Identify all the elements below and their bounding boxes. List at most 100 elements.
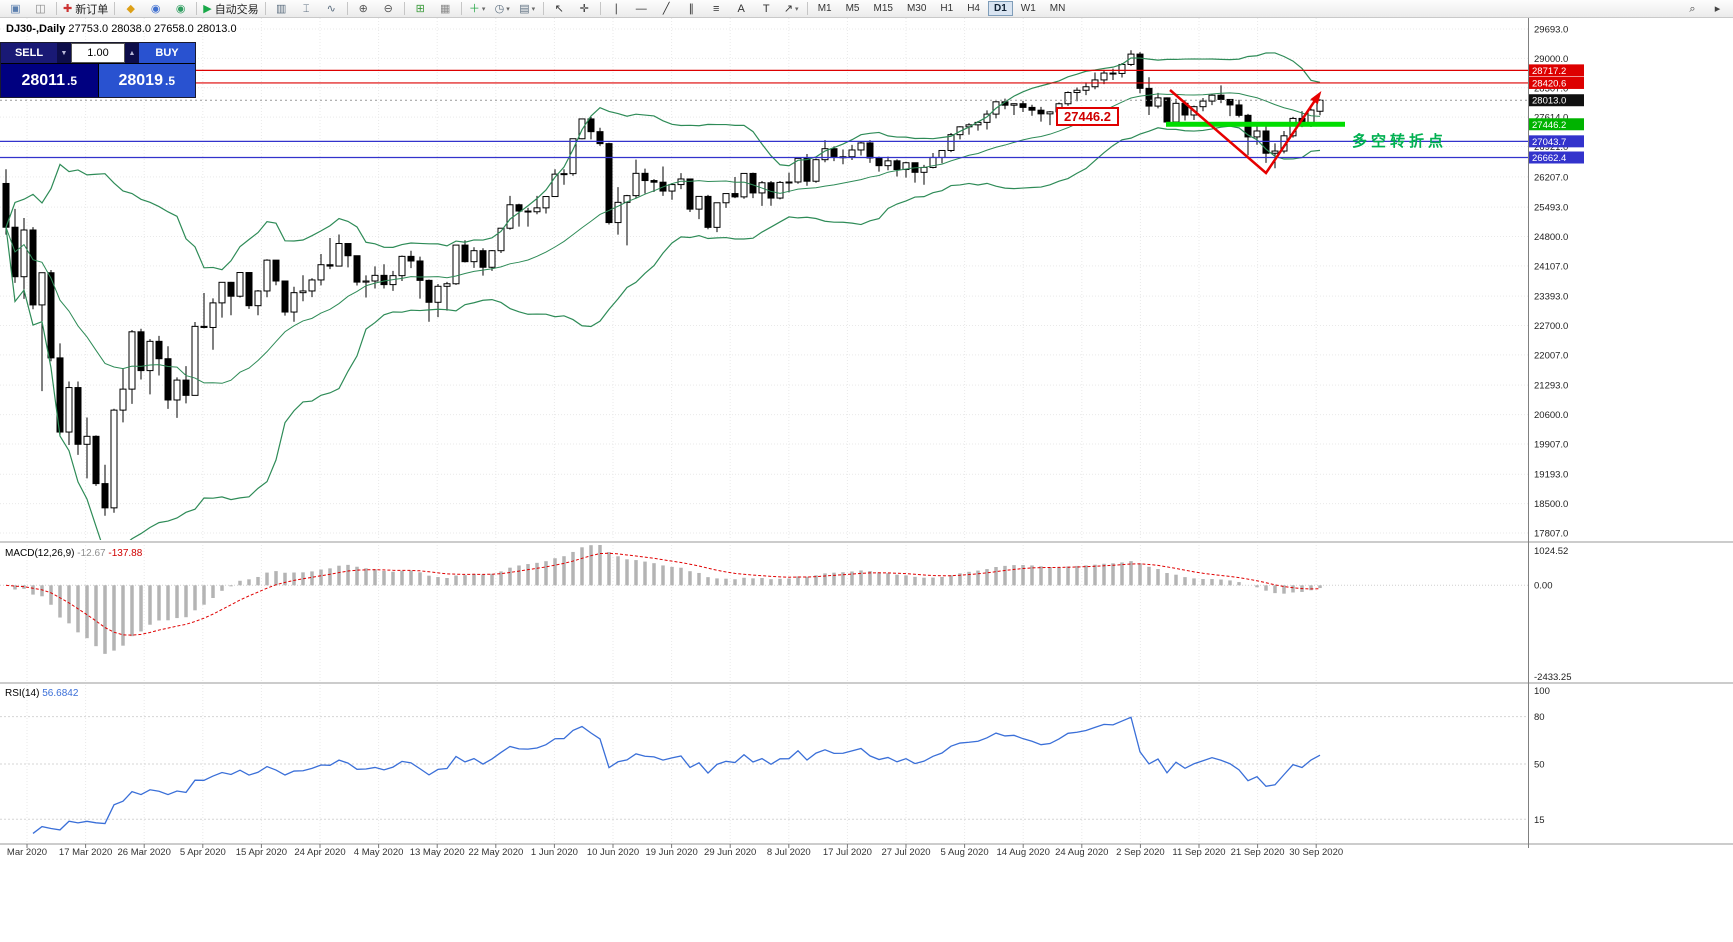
candlestick-chart-icon[interactable]: ⌶ — [294, 0, 319, 18]
bar-chart-icon: ▥ — [275, 2, 287, 15]
macd-axis-label: -2433.25 — [1534, 672, 1572, 683]
bar-chart-icon[interactable]: ▥ — [269, 0, 294, 18]
new-order-button[interactable]: ✚ 新订单 — [60, 0, 111, 18]
cursor-icon[interactable]: ↖ — [547, 0, 572, 18]
fibonacci-icon[interactable]: ≡ — [704, 0, 729, 18]
new-order-button: ✚ — [63, 2, 73, 15]
price-axis-label: 22700.0 — [1534, 321, 1568, 332]
search-icon[interactable]: ⌕ — [1680, 0, 1705, 18]
price-badge: 28717.2 — [1529, 64, 1584, 77]
price-axis-label: 24107.0 — [1534, 261, 1568, 272]
toolbar-separator — [542, 2, 544, 15]
vertical-line-icon[interactable]: ∣ — [604, 0, 629, 18]
chart-objects[interactable] — [0, 69, 1528, 159]
sell-button[interactable]: SELL — [1, 43, 57, 63]
timeframe-MN[interactable]: MN — [1049, 3, 1066, 14]
price-badge: 27043.7 — [1529, 135, 1584, 148]
mql5-icon[interactable]: ◆ — [118, 0, 143, 18]
text-icon[interactable]: A — [729, 0, 754, 18]
price-axis-label: 25493.0 — [1534, 203, 1568, 214]
zoom-in-icon[interactable]: ⊕ — [351, 0, 376, 18]
timeframe-H1[interactable]: H1 — [940, 3, 954, 14]
line-chart-icon[interactable]: ∿ — [319, 0, 344, 18]
quick-nav-icon[interactable]: ▸ — [1705, 0, 1730, 18]
sell-price[interactable]: 28011.5 — [1, 64, 99, 97]
price-axis[interactable]: 29693.029000.028307.027614.026921.026207… — [1528, 18, 1585, 848]
price-badge: 28013.0 — [1529, 94, 1584, 107]
horizontal-line-icon[interactable]: ― — [629, 0, 654, 18]
macd-main-value: -12.67 — [77, 548, 106, 559]
trend-arrow-object[interactable] — [1169, 89, 1322, 175]
time-axis-label: 19 Jun 2020 — [645, 847, 697, 858]
volume-input[interactable] — [71, 43, 125, 63]
volume-increase-button[interactable]: ▲ — [125, 43, 139, 63]
new-chart-icon[interactable]: ▣ — [3, 0, 28, 18]
time-axis-label: 17 Mar 2020 — [59, 847, 112, 858]
cursor-icon: ↖ — [554, 2, 564, 15]
price-axis-label: 26921.0 — [1534, 142, 1568, 153]
macd-indicator-label: MACD(12,26,9) -12.67 -137.88 — [5, 548, 143, 559]
crosshair-icon[interactable]: ✛ — [572, 0, 597, 18]
text-label-icon[interactable]: T — [754, 0, 779, 18]
tile-windows-icon[interactable]: ⊞ — [408, 0, 433, 18]
rsi-level-label: 15 — [1534, 815, 1545, 826]
arrows-icon[interactable]: ↗ ▾ — [779, 0, 804, 18]
timeframe-M15[interactable]: M15 — [873, 3, 893, 14]
svg-text:26662.4: 26662.4 — [1532, 153, 1566, 164]
arrange-windows-icon[interactable]: ▦ — [433, 0, 458, 18]
templates-icon: ▤ — [519, 2, 530, 15]
buy-button[interactable]: BUY — [139, 43, 195, 63]
time-axis-label: 5 Apr 2020 — [180, 847, 226, 858]
toolbar-separator — [56, 2, 57, 15]
profiles-icon[interactable]: ◫ — [28, 0, 53, 18]
toolbar-separator — [114, 2, 116, 15]
timeframe-D1[interactable]: D1 — [988, 1, 1013, 16]
text-icon: A — [737, 2, 745, 15]
svg-text:27446.2: 27446.2 — [1532, 120, 1566, 131]
search-icon: ⌕ — [1689, 2, 1696, 15]
time-axis-label: 10 Jun 2020 — [587, 847, 639, 858]
timeframe-H4[interactable]: H4 — [967, 3, 980, 14]
community-icon[interactable]: ◉ — [143, 0, 168, 18]
time-axis-label: 1 Jun 2020 — [531, 847, 578, 858]
market-icon[interactable]: ◉ — [168, 0, 193, 18]
time-axis-label: 8 Jul 2020 — [767, 847, 811, 858]
price-badge: 26662.4 — [1529, 151, 1584, 164]
vertical-line-icon: ∣ — [613, 2, 619, 15]
channel-icon[interactable]: ∥ — [679, 0, 704, 18]
rsi-panel — [0, 716, 1528, 834]
timeframe-W1[interactable]: W1 — [1020, 3, 1036, 14]
chevron-down-icon: ▾ — [506, 5, 510, 13]
toolbar-separator — [264, 2, 266, 15]
text-annotation-object[interactable]: 多空转折点 — [1352, 133, 1448, 150]
timeframe-M1[interactable]: M1 — [817, 3, 832, 14]
buy-price[interactable]: 28019.5 — [98, 64, 195, 97]
price-axis-label: 26207.0 — [1534, 172, 1568, 183]
chart-canvas[interactable]: 29693.029000.028307.027614.026921.026207… — [0, 18, 1733, 942]
time-axis[interactable]: Mar 2020 17 Mar 2020 26 Mar 2020 5 Apr 2020… — [7, 844, 1343, 858]
timeframe-M5[interactable]: M5 — [845, 3, 860, 14]
arrows-icon: ↗ — [783, 2, 794, 15]
time-axis-label: 29 Jun 2020 — [704, 847, 756, 858]
mql5-icon: ◆ — [126, 2, 135, 15]
templates-icon[interactable]: ▤ ▾ — [515, 0, 540, 18]
arrange-windows-icon: ▦ — [439, 2, 451, 15]
volume-decrease-button[interactable]: ▼ — [57, 43, 71, 63]
ohlc-values: 27753.0 28038.0 27658.0 28013.0 — [68, 23, 237, 35]
periods-icon[interactable]: ◷ ▾ — [490, 0, 515, 18]
price-callout-object[interactable]: 27446.2 — [1056, 107, 1119, 126]
svg-text:28420.6: 28420.6 — [1532, 78, 1566, 89]
support-line-object[interactable] — [1166, 121, 1345, 127]
indicators-icon[interactable]: ＋ ▾ — [465, 0, 490, 18]
zoom-out-icon[interactable]: ⊖ — [376, 0, 401, 18]
macd-panel — [0, 545, 1528, 654]
price-axis-label: 27614.0 — [1534, 113, 1568, 124]
trendline-icon[interactable]: ╱ — [654, 0, 679, 18]
one-click-trading-panel: SELL ▼ ▲ BUY 28011.5 28019.5 — [0, 42, 196, 98]
chevron-down-icon: ▾ — [795, 5, 799, 13]
new-chart-icon: ▣ — [10, 2, 21, 15]
timeframe-M30[interactable]: M30 — [906, 3, 927, 14]
auto-trading-button[interactable]: ▶ 自动交易 — [200, 0, 261, 18]
toolbar-separator — [460, 2, 462, 15]
time-axis-label: 5 Aug 2020 — [941, 847, 989, 858]
